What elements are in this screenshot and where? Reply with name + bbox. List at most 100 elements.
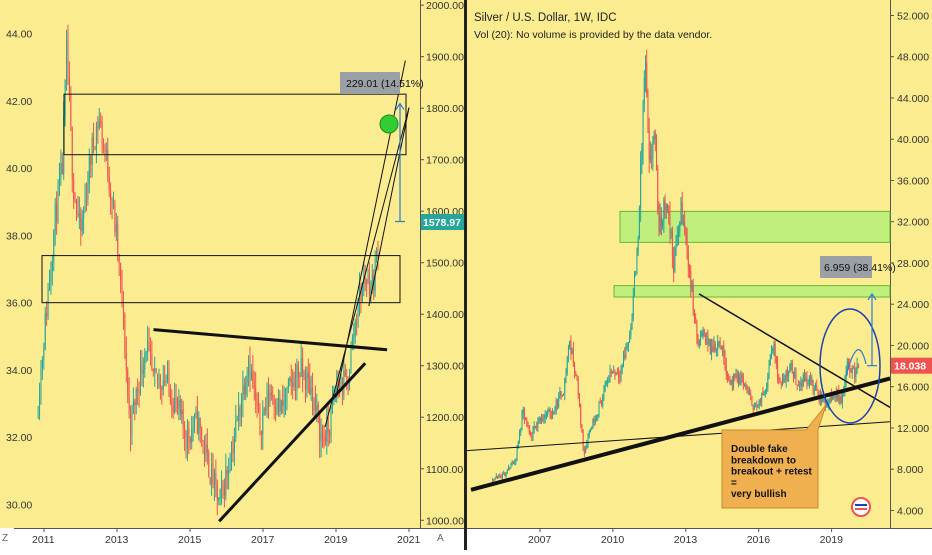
right-candle-body xyxy=(596,415,598,421)
right-candle-body xyxy=(839,397,841,402)
right-candle-body xyxy=(609,370,611,381)
right-candle-body xyxy=(687,251,689,269)
right-candle-body xyxy=(505,472,507,477)
left-candle-body xyxy=(296,364,298,391)
left-price-scale-tick-label: 1300.00 xyxy=(426,361,464,373)
left-price-scale-background[interactable] xyxy=(420,0,464,528)
right-annotation-line: breakout + retest xyxy=(731,467,813,478)
pane-divider[interactable] xyxy=(464,0,467,550)
right-candle-body xyxy=(780,381,782,385)
right-candle-body xyxy=(689,268,691,272)
right-candle-body xyxy=(739,376,741,384)
left-candle-body xyxy=(110,190,112,200)
left-candle-body xyxy=(236,419,238,421)
left-candle-body xyxy=(324,436,326,442)
left-candle-body xyxy=(101,123,103,144)
left-candle-body xyxy=(366,278,368,284)
left-candle-body xyxy=(312,388,314,411)
right-price-scale-tick-label: 48.000 xyxy=(897,52,929,64)
left-scale-mode-button[interactable] xyxy=(0,528,14,544)
right-candle-body xyxy=(855,369,857,378)
right-candle-body xyxy=(559,391,561,397)
left-candle-body xyxy=(94,146,96,150)
right-candle-body xyxy=(598,402,600,415)
right-candle-body xyxy=(811,379,813,383)
left-candle-body xyxy=(256,398,258,408)
left-candle-body xyxy=(66,38,68,80)
left-candle-body xyxy=(165,381,167,383)
right-plot-background[interactable] xyxy=(467,0,890,528)
right-candle-body xyxy=(534,425,536,427)
left-candle-body xyxy=(206,444,208,453)
left-candle-body xyxy=(54,203,56,231)
left-candle-body xyxy=(93,137,95,147)
right-candle-body xyxy=(817,389,819,394)
left-candle-body xyxy=(134,401,136,406)
right-candle-body xyxy=(577,379,579,395)
left-candle-body xyxy=(144,353,146,370)
right-candle-body xyxy=(766,387,768,391)
left-candle-body xyxy=(290,377,292,383)
left-candle-body xyxy=(145,352,147,354)
left-candle-body xyxy=(132,401,134,406)
right-candle-body xyxy=(520,429,522,433)
right-candle-body xyxy=(857,364,859,369)
right-candle-body xyxy=(652,141,654,159)
right-candle-body xyxy=(527,425,529,427)
right-price-scale-background[interactable] xyxy=(890,0,932,528)
right-candle-body xyxy=(503,473,505,475)
left-candle-body xyxy=(182,409,184,428)
right-candle-body xyxy=(637,238,639,252)
left-time-axis-background[interactable] xyxy=(0,528,464,550)
right-candle-body xyxy=(840,397,842,404)
right-candle-body xyxy=(588,430,590,436)
right-candle-body xyxy=(594,420,596,423)
left-candle-body xyxy=(228,470,230,475)
right-candle-body xyxy=(647,94,649,132)
left-candle-body xyxy=(95,126,97,150)
right-candle-body xyxy=(541,418,543,421)
left-candle-body xyxy=(91,137,93,165)
left-candle-body xyxy=(226,470,228,475)
left-candle-body xyxy=(100,120,102,124)
right-candle-body xyxy=(645,62,647,78)
right-candle-body xyxy=(805,377,807,382)
left-candle-body xyxy=(50,271,52,283)
right-candle-body xyxy=(552,411,554,416)
left-price-scale-tick-label: 1000.00 xyxy=(426,515,464,527)
right-projection-curve xyxy=(845,349,867,377)
left-candle-body xyxy=(168,370,170,387)
right-candle-body xyxy=(526,419,528,426)
right-candle-body xyxy=(604,382,606,391)
left-candle-body xyxy=(51,261,53,272)
right-candle-body xyxy=(849,364,851,371)
left-candle-body xyxy=(117,224,119,255)
left-candle-body xyxy=(74,199,76,202)
right-candle-body xyxy=(586,444,588,448)
right-candle-body xyxy=(807,382,809,384)
right-candle-body xyxy=(748,391,750,394)
left-candle-body xyxy=(223,485,225,496)
right-candle-body xyxy=(724,357,726,365)
left-candle-body xyxy=(319,413,321,442)
left-resistance-trendline xyxy=(153,328,388,352)
right-annotation-line: breakdown to xyxy=(731,455,796,466)
left-pane-y-tick-label: 36.00 xyxy=(6,298,32,310)
right-candle-body xyxy=(713,344,715,352)
left-current-price-tag xyxy=(421,214,464,231)
right-candle-body xyxy=(698,340,700,346)
right-candle-body xyxy=(852,367,854,369)
right-candle-body xyxy=(619,376,621,378)
left-candle-body xyxy=(250,370,252,380)
right-candle-body xyxy=(504,473,506,477)
left-candle-body xyxy=(192,427,194,430)
left-candle-body xyxy=(154,368,156,372)
right-time-axis-background[interactable] xyxy=(467,528,932,550)
left-candle-body xyxy=(140,362,142,394)
left-candle-body xyxy=(219,489,221,499)
right-candle-body xyxy=(700,336,702,341)
right-candle-body xyxy=(745,384,747,390)
right-candle-body xyxy=(838,389,840,402)
right-candle-body xyxy=(679,222,681,231)
right-chart-title: Silver / U.S. Dollar, 1W, IDC xyxy=(474,12,617,24)
